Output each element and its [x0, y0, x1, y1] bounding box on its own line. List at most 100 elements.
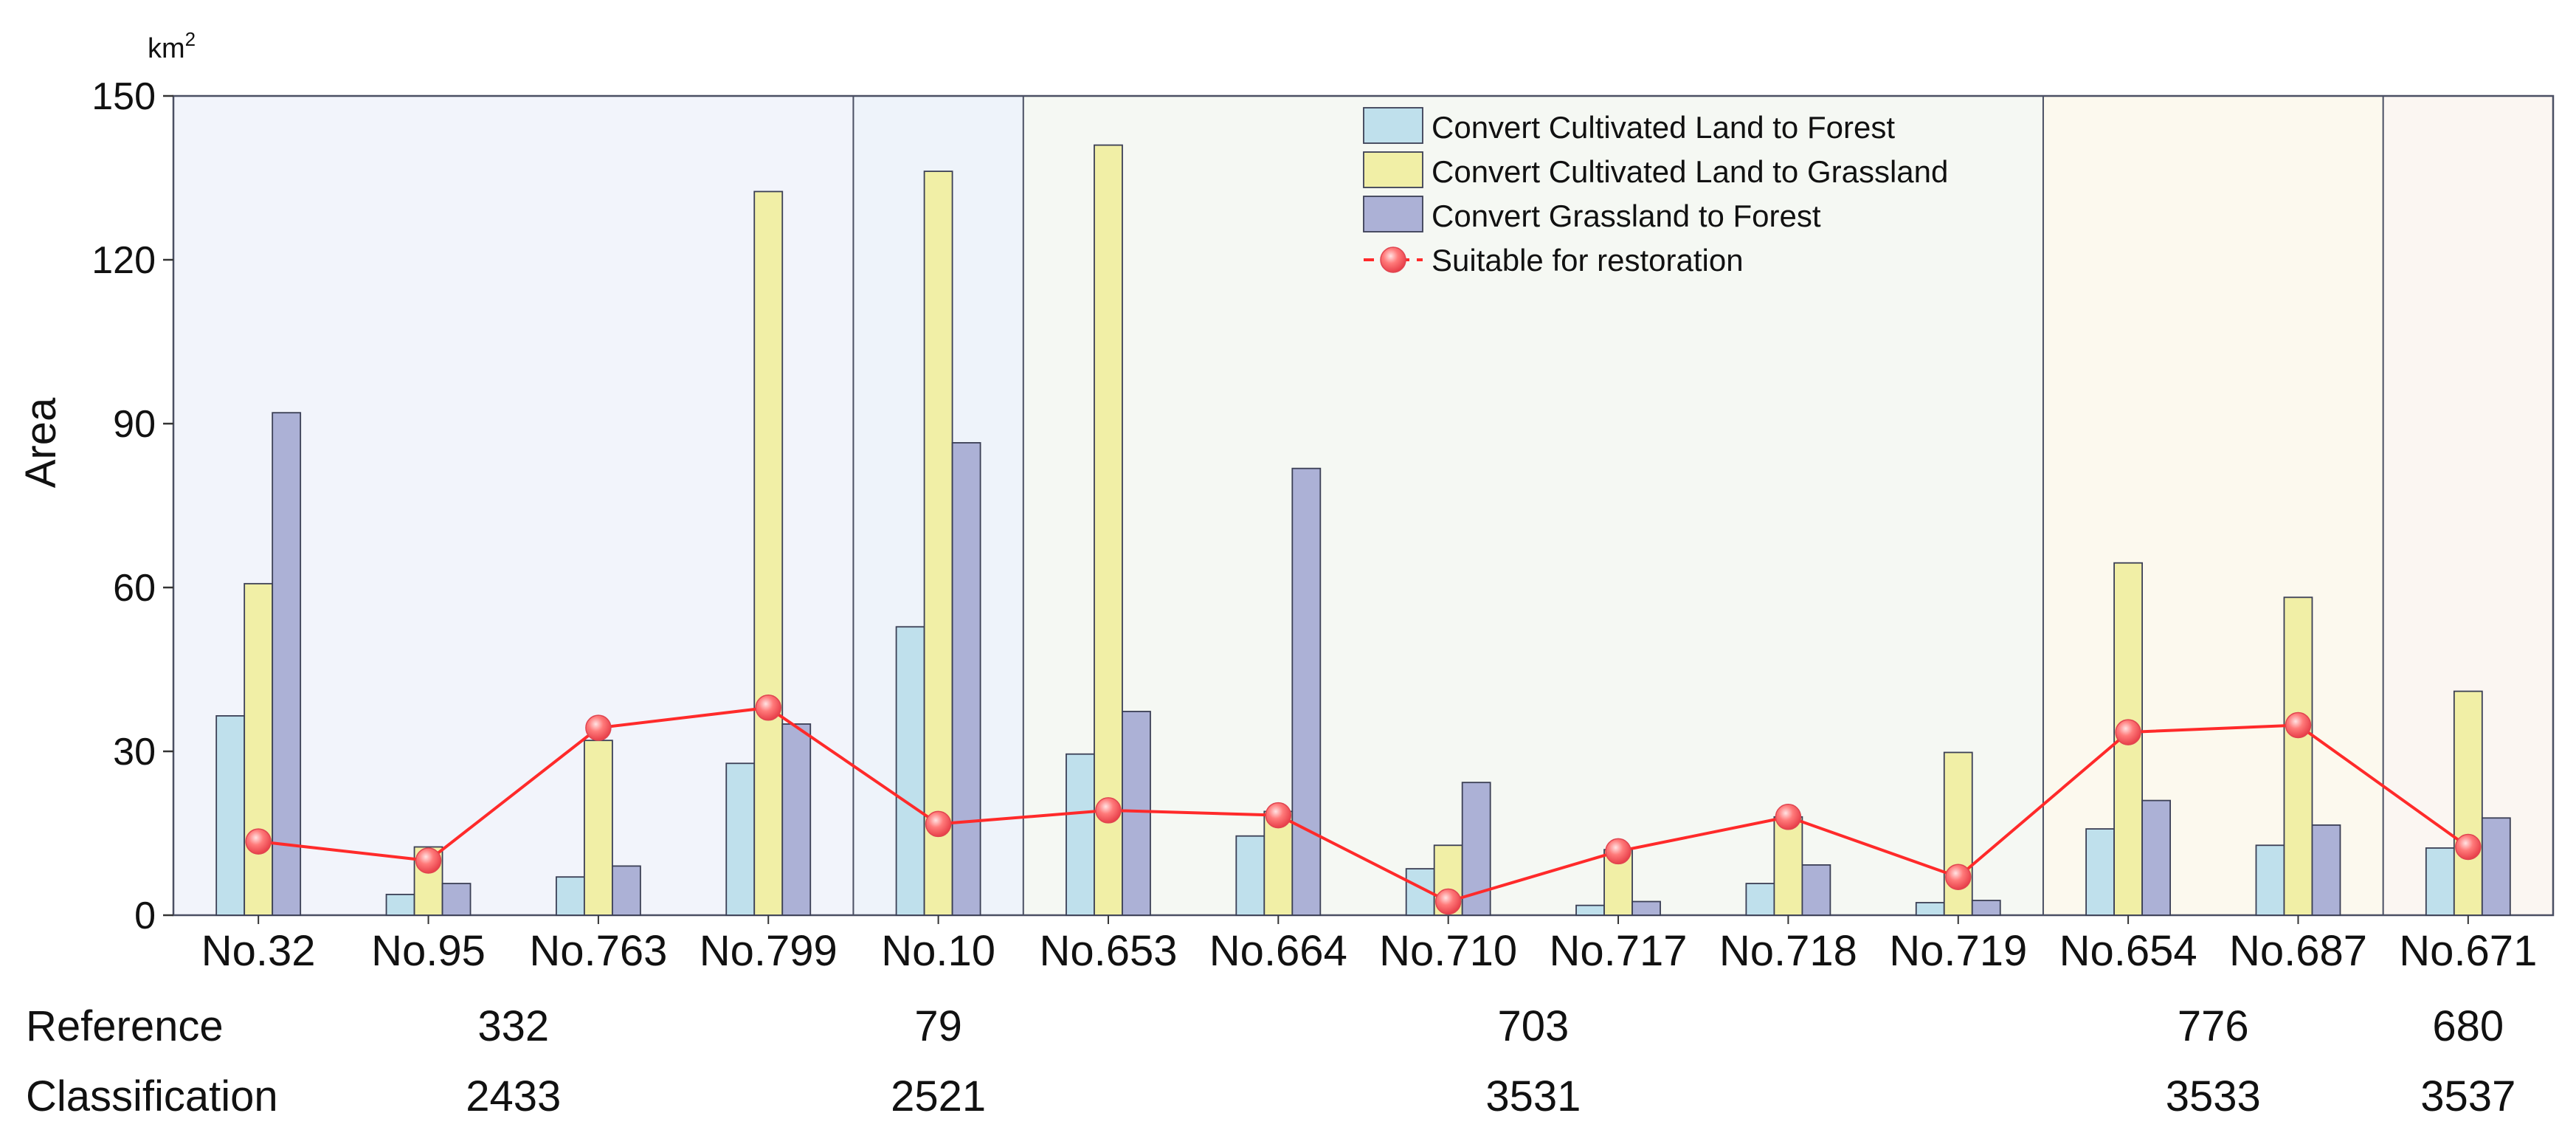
region-bg-3 — [2043, 96, 2383, 915]
bar-s0-6 — [1235, 835, 1265, 916]
bar-s0-5 — [1066, 753, 1095, 916]
reference-value-0: 332 — [477, 1002, 549, 1050]
bar-s1-9 — [1773, 816, 1803, 916]
bar-s2-13 — [2481, 817, 2511, 916]
plot-frame — [172, 94, 2555, 917]
bar-s0-11 — [2085, 828, 2116, 916]
legend-swatch-1 — [1363, 151, 1423, 188]
legend-label-3: Suitable for restoration — [1432, 243, 1744, 278]
bar-s1-13 — [2453, 690, 2483, 916]
x-tick-label-6: No.664 — [1209, 927, 1347, 975]
bar-s2-10 — [1971, 900, 2001, 916]
row-label-classification: Classification — [26, 1072, 278, 1120]
restoration-point-4 — [925, 810, 952, 838]
legend-label-2: Convert Grassland to Forest — [1432, 199, 1821, 233]
classification-value-1: 2521 — [891, 1072, 986, 1120]
bar-s0-8 — [1575, 904, 1605, 916]
reference-value-1: 79 — [914, 1002, 962, 1050]
x-tick-label-7: No.710 — [1379, 927, 1517, 975]
bar-s0-10 — [1915, 902, 1945, 916]
y-tick-label-4: 120 — [91, 239, 156, 282]
x-tick-label-13: No.671 — [2399, 927, 2537, 975]
restoration-point-12 — [2285, 711, 2312, 739]
x-tick-label-10: No.719 — [1889, 927, 2027, 975]
axis-labels: Area km2 Reference Classification 332 243… — [17, 28, 2515, 1120]
restoration-point-6 — [1265, 802, 1292, 829]
bar-s1-0 — [244, 582, 274, 916]
restoration-line — [245, 695, 2482, 915]
bar-s1-3 — [753, 190, 784, 916]
x-tick-label-12: No.687 — [2229, 927, 2367, 975]
legend: Convert Cultivated Land to Forest Convert… — [1363, 107, 1948, 278]
restoration-point-1 — [415, 847, 442, 874]
bar-s0-3 — [725, 762, 756, 916]
bar-s2-11 — [2141, 799, 2172, 916]
bar-s0-2 — [555, 876, 585, 916]
x-tick-label-2: No.763 — [529, 927, 667, 975]
restoration-point-9 — [1775, 804, 1802, 830]
bars — [215, 144, 2511, 916]
bar-s1-5 — [1094, 144, 1123, 916]
legend-swatch-0 — [1363, 107, 1423, 144]
bar-s0-12 — [2255, 844, 2285, 916]
restoration-point-2 — [585, 714, 612, 741]
restoration-point-13 — [2455, 833, 2482, 861]
bar-s0-1 — [385, 893, 415, 916]
reference-value-4: 680 — [2432, 1002, 2504, 1050]
y-tick-label-2: 60 — [113, 567, 156, 610]
y-tick-label-3: 90 — [113, 403, 156, 446]
x-tick-label-3: No.799 — [700, 927, 838, 975]
x-tick-label-11: No.654 — [2059, 927, 2197, 975]
legend-swatch-2 — [1363, 196, 1423, 232]
bar-s2-9 — [1801, 864, 1831, 916]
legend-label-1: Convert Cultivated Land to Grassland — [1432, 154, 1948, 189]
bar-s1-10 — [1943, 751, 1973, 916]
bar-s2-8 — [1631, 900, 1661, 916]
restoration-point-3 — [755, 695, 781, 721]
bar-s0-13 — [2425, 847, 2455, 916]
axes: 0 30 60 90 120 150 No.32 No.95 No.763 No.799 No.10… — [91, 75, 2555, 975]
y-axis-unit: km2 — [148, 28, 196, 64]
legend-marker-3 — [1380, 247, 1406, 273]
classification-value-0: 2433 — [466, 1072, 561, 1120]
restoration-point-10 — [1945, 864, 1972, 890]
legend-label-0: Convert Cultivated Land to Forest — [1432, 110, 1895, 145]
bar-s2-5 — [1122, 711, 1151, 916]
bar-s2-12 — [2311, 824, 2341, 916]
restoration-point-7 — [1434, 888, 1462, 915]
bar-s0-0 — [215, 715, 246, 916]
y-tick-label-1: 30 — [113, 731, 156, 773]
bar-s2-3 — [781, 723, 812, 916]
y-axis-label: Area — [17, 397, 65, 488]
bar-s2-2 — [611, 865, 641, 916]
bar-s1-12 — [2283, 596, 2313, 916]
bar-s0-9 — [1745, 883, 1775, 916]
restoration-point-0 — [245, 828, 272, 855]
restoration-point-5 — [1095, 797, 1122, 824]
restoration-polyline — [258, 706, 2469, 903]
bar-s1-2 — [583, 740, 613, 916]
reference-value-3: 776 — [2178, 1002, 2249, 1050]
bar-s2-4 — [951, 442, 981, 916]
y-axis-unit-superscript: 2 — [185, 28, 196, 50]
x-tick-label-9: No.718 — [1719, 927, 1857, 975]
bar-s2-1 — [441, 883, 472, 916]
x-tick-label-5: No.653 — [1039, 927, 1177, 975]
x-tick-label-1: No.95 — [371, 927, 486, 975]
x-tick-label-4: No.10 — [881, 927, 995, 975]
classification-value-4: 3537 — [2420, 1072, 2515, 1120]
row-label-reference: Reference — [26, 1002, 224, 1050]
classification-value-3: 3533 — [2166, 1072, 2261, 1120]
y-tick-label-0: 0 — [134, 895, 156, 937]
restoration-point-11 — [2115, 719, 2141, 745]
bar-s1-6 — [1263, 810, 1294, 916]
classification-value-2: 3531 — [1485, 1072, 1581, 1120]
bar-s0-4 — [895, 626, 925, 916]
x-tick-label-0: No.32 — [201, 927, 316, 975]
bar-s2-0 — [272, 412, 302, 916]
bar-s1-4 — [923, 170, 953, 916]
y-tick-label-5: 150 — [91, 75, 156, 118]
x-tick-label-8: No.717 — [1550, 927, 1688, 975]
bar-s2-6 — [1291, 467, 1322, 916]
